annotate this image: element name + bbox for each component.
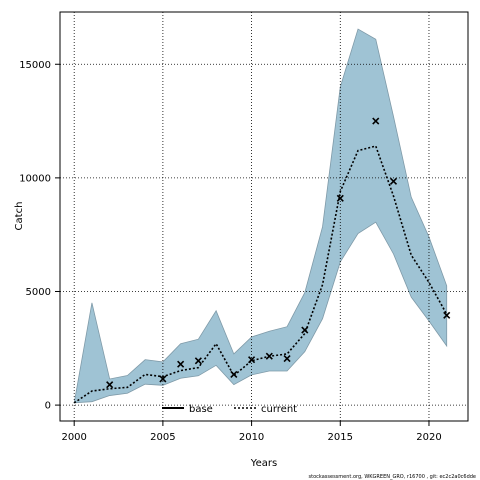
observed-markers <box>106 117 451 389</box>
x-tick-label: 2000 <box>61 432 86 443</box>
observed-point <box>177 360 185 368</box>
observed-point <box>106 381 114 389</box>
plot-frame <box>59 11 469 422</box>
y-tick-label: 15000 <box>19 60 51 71</box>
x-axis-ticks: 2000 2005 2010 2015 2020 <box>61 421 442 443</box>
observed-point <box>230 370 238 378</box>
observed-point <box>443 311 451 319</box>
observed-point <box>159 375 167 383</box>
observed-point <box>389 177 398 185</box>
observed-point <box>265 352 273 360</box>
observed-point <box>301 326 309 334</box>
y-axis-ticks: 0 5000 10000 15000 <box>19 60 60 412</box>
grid-lines <box>60 12 468 421</box>
x-axis-title: Years <box>250 458 277 469</box>
observed-point <box>283 354 291 363</box>
observed-point <box>194 357 202 365</box>
legend-label-current: current <box>261 404 297 415</box>
y-axis-title: Catch <box>14 202 25 231</box>
observed-point <box>372 117 380 125</box>
observed-point <box>248 356 256 364</box>
legend: base current <box>162 404 297 415</box>
legend-label-base: base <box>189 404 213 415</box>
footnote: stockassessment.org, WKGREEN_GRO, r16700… <box>309 474 476 480</box>
x-tick-label: 2020 <box>416 432 441 443</box>
y-tick-label: 5000 <box>26 287 51 298</box>
x-tick-label: 2005 <box>150 432 175 443</box>
observed-point <box>336 194 344 202</box>
y-tick-label: 0 <box>45 401 51 412</box>
x-tick-label: 2010 <box>239 432 264 443</box>
x-tick-label: 2015 <box>328 432 353 443</box>
y-tick-label: 10000 <box>19 173 51 184</box>
